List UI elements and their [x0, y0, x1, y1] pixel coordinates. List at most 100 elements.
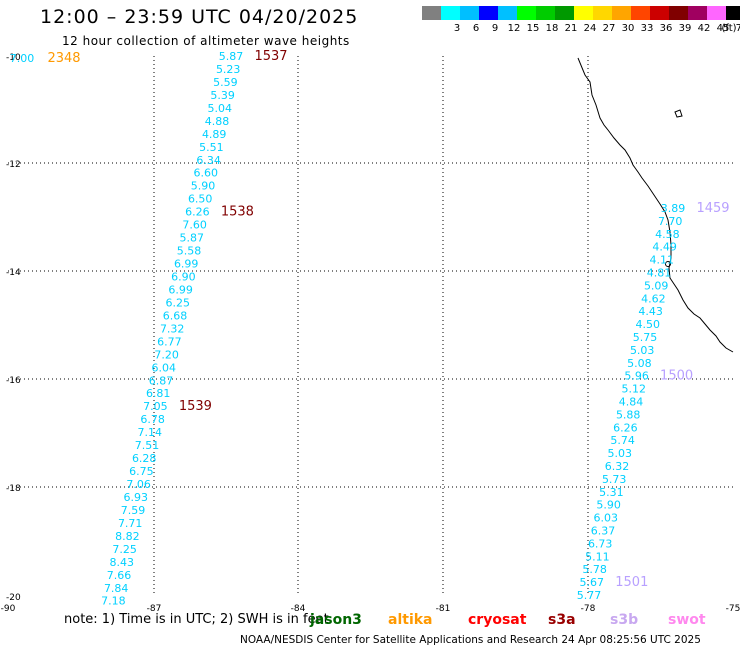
swh-value: 6.60: [194, 167, 219, 180]
legend-label: 21: [565, 23, 578, 34]
island-small: [665, 261, 671, 267]
mission-s3a: s3a: [548, 612, 576, 628]
legend-label: 33: [641, 23, 654, 34]
swh-value: 6.34: [196, 154, 221, 167]
mission-cryosat: cryosat: [468, 612, 527, 628]
swh-value: 5.23: [216, 63, 241, 76]
swh-value: 7.05: [143, 400, 168, 413]
lon-tick-label: -78: [581, 604, 596, 614]
swh-value: 4.84: [619, 396, 644, 409]
mission-s3b: s3b: [610, 612, 639, 628]
swh-value: 5.88: [616, 408, 641, 421]
swh-value: 6.04: [152, 361, 177, 374]
lon-tick-label: -81: [436, 604, 451, 614]
swh-value: 7.71: [118, 517, 143, 530]
swh-value: 5.12: [622, 383, 647, 396]
swh-value: 5.59: [213, 76, 238, 89]
lat-tick-label: -20: [6, 593, 21, 603]
legend-swatch: [631, 6, 650, 20]
swh-value: 5.78: [582, 563, 607, 576]
swh-value: 6.68: [163, 309, 188, 322]
legend-label: 45: [717, 23, 730, 34]
pass-time-label: 1459: [696, 201, 729, 216]
swh-value: 5.09: [644, 279, 669, 292]
legend-swatch: [574, 6, 593, 20]
pass-time-label: 1538: [221, 205, 254, 220]
swh-value: 7.60: [182, 219, 207, 232]
swh-value: 5.87: [180, 232, 205, 245]
swh-value: 6.25: [166, 296, 191, 309]
legend-label: 30: [622, 23, 635, 34]
lat-lon-grid: [8, 56, 733, 596]
swh-value: 6.28: [132, 452, 157, 465]
color-legend: 36912151821242730333639424570(ft): [422, 6, 740, 34]
swh-value: 7.66: [107, 569, 132, 582]
swh-value: 7.20: [154, 348, 179, 361]
swh-value: 7.51: [135, 439, 160, 452]
swh-value: 7.14: [138, 426, 163, 439]
swh-value: 7.06: [126, 478, 151, 491]
legend-label: 42: [698, 23, 711, 34]
swh-value: 4.81: [647, 267, 672, 280]
legend-label: 9: [492, 23, 498, 34]
swh-value: 7.18: [101, 595, 126, 608]
corner-pass: 7.00 2348: [10, 51, 81, 66]
legend-swatch: [593, 6, 612, 20]
legend-label: 3: [454, 23, 460, 34]
axis-tick-labels: -10 -12 -14 -16 -18 -20-90 -87 -84 -81 -78 -75: [1, 53, 740, 614]
legend-label: 36: [660, 23, 673, 34]
legend-unit: (ft): [721, 23, 736, 34]
legend-swatch: [479, 6, 498, 20]
swh-value: 6.90: [171, 270, 196, 283]
swh-value: 5.04: [208, 102, 233, 115]
swh-value: 5.74: [610, 434, 635, 447]
legend-swatch: [555, 6, 574, 20]
track-a: 5.875.235.595.395.044.884.895.516.346.60…: [101, 49, 287, 608]
swh-value: 7.32: [160, 322, 185, 335]
mission-swot: swot: [668, 612, 706, 628]
swh-value: 6.32: [605, 460, 630, 473]
lon-tick-label: -87: [147, 604, 162, 614]
swh-value: 5.11: [585, 550, 610, 563]
swh-value: 8.82: [115, 530, 140, 543]
lon-tick-label: -75: [726, 604, 740, 614]
swh-value: 6.93: [124, 491, 149, 504]
swh-value: 6.99: [174, 258, 199, 271]
swh-value: 5.73: [602, 473, 627, 486]
swh-value: 8.43: [110, 556, 135, 569]
swh-value: 6.99: [168, 283, 193, 296]
mission-altika: altika: [388, 612, 433, 628]
swh-value: 5.87: [219, 50, 244, 63]
lat-tick-label: -10: [6, 53, 21, 63]
legend-label: 18: [546, 23, 559, 34]
pass-time-label: 1500: [660, 369, 693, 384]
swh-value: 4.89: [202, 128, 227, 141]
swh-value: 7.25: [112, 543, 137, 556]
island: [674, 109, 683, 118]
swh-value: 6.26: [185, 206, 210, 219]
lat-tick-label: -14: [6, 268, 21, 278]
swh-value: 4.50: [636, 318, 661, 331]
pass-time-label: 1537: [254, 49, 287, 64]
swh-value: 5.58: [177, 245, 202, 258]
legend-swatch: [498, 6, 517, 20]
swh-value: 6.26: [613, 421, 638, 434]
legend-swatch: [536, 6, 555, 20]
coastline: [577, 57, 734, 353]
swh-value: 4.11: [650, 254, 675, 267]
legend-swatch: [517, 6, 536, 20]
legend-swatch: [612, 6, 631, 20]
lat-tick-label: -12: [6, 160, 21, 170]
swh-value: 6.78: [140, 413, 165, 426]
legend-label: 12: [508, 23, 521, 34]
swh-value: 6.37: [591, 525, 616, 538]
legend-swatch: [460, 6, 479, 20]
swh-value: 6.03: [594, 512, 619, 525]
swh-value: 6.75: [129, 465, 154, 478]
mission-jason3: jason3: [310, 612, 362, 628]
swh-value: 5.03: [630, 344, 655, 357]
swh-value: 5.31: [599, 486, 624, 499]
legend-label: 24: [584, 23, 597, 34]
swh-value: 4.62: [641, 292, 666, 305]
